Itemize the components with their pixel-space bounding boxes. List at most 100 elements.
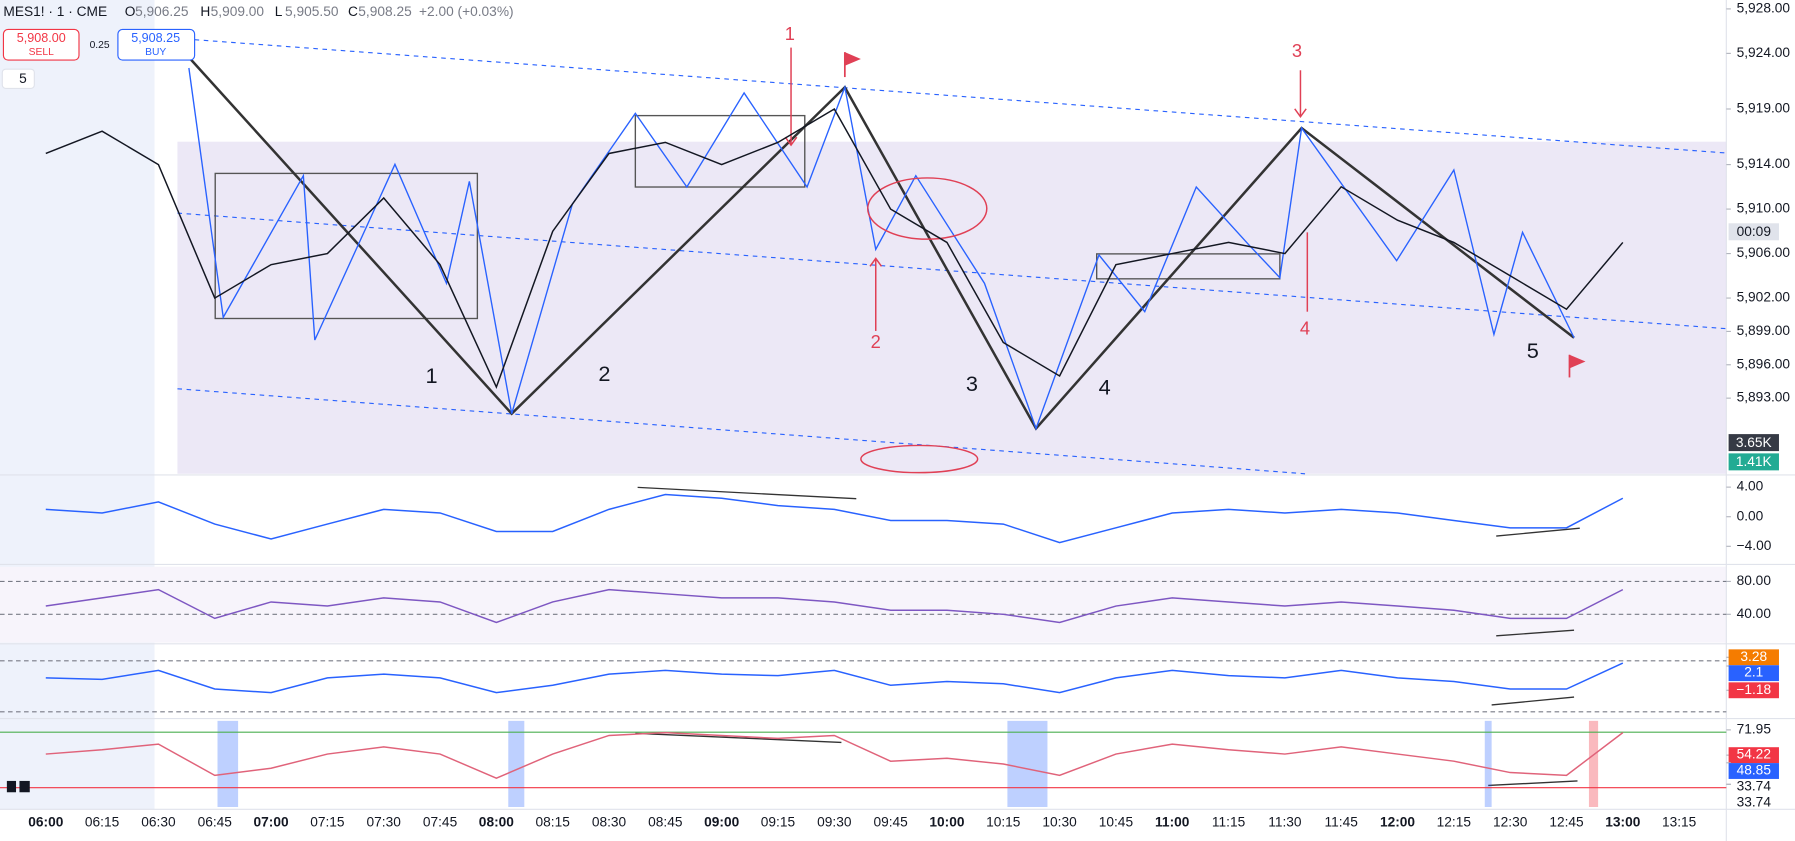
x-tick-label: 08:00 [479, 815, 515, 830]
x-tick-label: 06:45 [198, 815, 233, 830]
buy-label[interactable]: BUY [145, 47, 166, 58]
x-tick-label: 07:30 [367, 815, 402, 830]
y-tick-label: 5,902.00 [1737, 290, 1791, 305]
ohlc-value: 5,906.25 [135, 4, 189, 19]
y-tick-label: −1.18 [1736, 682, 1771, 697]
ohlc-label: H [200, 4, 210, 19]
wave-label: 3 [966, 371, 978, 396]
y-tick-label: 80.00 [1737, 573, 1772, 588]
x-tick-label: 09:30 [817, 815, 852, 830]
x-tick-label: 13:15 [1662, 815, 1697, 830]
toggle-count[interactable]: 5 [19, 71, 27, 86]
x-tick-label: 10:45 [1099, 815, 1134, 830]
ohlc-label: L [275, 4, 283, 19]
boxes [214, 114, 1281, 320]
y-tick-label: 33.74 [1737, 779, 1772, 794]
y-tick-box [1728, 763, 1779, 779]
signal-arrows [784, 47, 1309, 474]
sell-label[interactable]: SELL [29, 47, 54, 58]
series-line [45, 493, 1624, 544]
ohlc-value: 5,909.00 [211, 4, 265, 19]
signal-label: 4 [1300, 319, 1310, 339]
volume-ma: 3.65K [1736, 435, 1772, 450]
x-tick-label: 10:00 [929, 815, 965, 830]
toggle-box[interactable] [1, 68, 35, 89]
buy-button[interactable]: 5,908.25 BUY [117, 28, 196, 61]
series-line [45, 108, 1624, 390]
y-tick-label: 3.28 [1740, 649, 1767, 664]
minor-zigzag [188, 67, 1575, 431]
ohlc-value: 5,908.25 [358, 4, 412, 19]
rsi-shade [0, 566, 1727, 643]
y-tick-box [1728, 682, 1779, 699]
x-tick-label: 06:30 [141, 815, 176, 830]
x-tick-label: 10:30 [1042, 815, 1077, 830]
x-tick-label: 06:15 [85, 815, 120, 830]
x-tick-label: 12:30 [1493, 815, 1528, 830]
x-tick-label: 11:00 [1155, 815, 1190, 830]
signal-label: 3 [1292, 41, 1302, 61]
countdown: 00:09 [1737, 224, 1771, 239]
volume: 1.41K [1736, 454, 1772, 469]
x-tick-label: 09:15 [761, 815, 796, 830]
y-tick-box [1728, 665, 1779, 682]
series-line [45, 662, 1624, 694]
y-tick-label: −4.00 [1737, 538, 1772, 553]
x-tick-label: 07:45 [423, 815, 458, 830]
series-line [45, 731, 1624, 780]
signal-label: 1 [785, 24, 795, 44]
x-tick-label: 07:00 [254, 815, 290, 830]
x-tick-label: 11:30 [1268, 815, 1302, 830]
y-tick-label: 5,919.00 [1737, 101, 1791, 116]
y-tick-label: 5,928.00 [1737, 1, 1791, 16]
band-lines [0, 660, 1727, 713]
y-tick-box [1728, 649, 1779, 666]
y-tick-label: 48.85 [1737, 763, 1772, 778]
sell-box[interactable] [2, 28, 80, 61]
y-tick-label: 5,906.00 [1737, 245, 1791, 260]
x-tick-label: 08:30 [592, 815, 627, 830]
pane4-highlights [0, 720, 1727, 807]
buy-box[interactable] [117, 28, 196, 61]
y-tick-label: 54.22 [1737, 747, 1771, 762]
spread: 0.25 [90, 40, 110, 51]
wave-label: 1 [426, 363, 438, 388]
wave-label: 2 [598, 361, 610, 386]
y-tick-label: 5,896.00 [1737, 356, 1791, 371]
y-tick-label: 5,893.00 [1737, 390, 1791, 405]
wave-label: 4 [1099, 375, 1111, 400]
x-tick-label: 11:15 [1212, 815, 1246, 830]
x-tick-label: 09:45 [873, 815, 908, 830]
indicator-toggle[interactable]: 5 [1, 68, 35, 89]
buy-price[interactable]: 5,908.25 [131, 31, 180, 45]
sell-price[interactable]: 5,908.00 [17, 31, 66, 45]
wave-label: 5 [1527, 338, 1539, 363]
y-tick-label: 5,924.00 [1737, 45, 1791, 60]
flags [843, 52, 1586, 378]
ohlc-label: O [125, 4, 136, 19]
range-shade [177, 141, 1727, 474]
y-tick-label: 71.95 [1737, 722, 1772, 737]
x-tick-label: 12:15 [1437, 815, 1472, 830]
symbol: MES1! · 1 · CME [3, 4, 107, 19]
y-tick-box [1728, 747, 1779, 764]
y-tick-label: 5,914.00 [1737, 156, 1791, 171]
divergence-lines [635, 486, 1580, 787]
signal-label: 2 [871, 332, 881, 352]
y-tick-label: 0.00 [1737, 508, 1764, 523]
x-tick-label: 08:15 [536, 815, 571, 830]
x-tick-label: 10:15 [986, 815, 1021, 830]
y-tick-label: 33.74 [1737, 794, 1772, 809]
y-tick-label: 2.1 [1744, 665, 1763, 680]
x-tick-label: 07:15 [310, 815, 345, 830]
wave-zigzag [182, 50, 1575, 431]
y-tick-label: 40.00 [1737, 606, 1772, 621]
y-tick-label: 4.00 [1737, 479, 1764, 494]
x-tick-label: 13:00 [1605, 815, 1641, 830]
y-tick-label: 5,910.00 [1737, 201, 1791, 216]
volume-box [1728, 453, 1779, 471]
sell-button[interactable]: 5,908.00 SELL [2, 28, 80, 61]
